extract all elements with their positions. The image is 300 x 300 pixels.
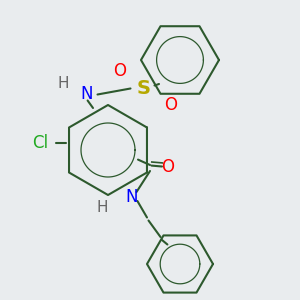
Text: H: H: [96, 200, 108, 214]
Text: S: S: [137, 79, 151, 98]
Text: O: O: [164, 96, 178, 114]
Text: H: H: [57, 76, 69, 92]
Text: N: N: [81, 85, 93, 103]
Text: O: O: [113, 61, 127, 80]
Text: Cl: Cl: [32, 134, 49, 152]
Text: N: N: [126, 188, 138, 206]
Text: O: O: [161, 158, 175, 175]
